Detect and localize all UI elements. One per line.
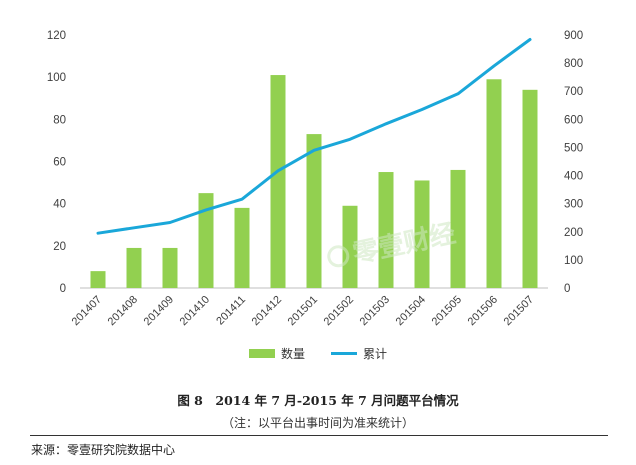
left-axis-tick: 120 bbox=[47, 30, 66, 42]
right-axis-tick: 500 bbox=[564, 142, 583, 154]
combo-chart: 0 20 40 60 80 100 120 0 100 200 300 400 500 600 700 80… bbox=[47, 30, 583, 328]
bar-201507 bbox=[522, 89, 538, 288]
bar-201410 bbox=[198, 193, 214, 288]
x-axis-tick: 201407 bbox=[70, 294, 104, 328]
bar-201501 bbox=[306, 134, 322, 288]
figure-title: 图 8 2014 年 7 月-2015 年 7 月问题平台情况 bbox=[177, 393, 459, 408]
right-axis-tick: 200 bbox=[564, 227, 583, 239]
x-axis-tick: 201410 bbox=[178, 294, 212, 328]
watermark-logo-icon bbox=[325, 242, 352, 269]
bar-201502 bbox=[342, 205, 358, 288]
right-axis-ticks: 0 100 200 300 400 500 600 700 800 900 bbox=[564, 30, 583, 295]
right-axis-tick: 700 bbox=[564, 86, 583, 98]
x-axis-tick: 201505 bbox=[430, 294, 464, 328]
bar-201412 bbox=[270, 75, 286, 288]
x-axis-tick: 201408 bbox=[106, 294, 140, 328]
right-axis-tick: 400 bbox=[564, 171, 583, 183]
cumulative-line bbox=[96, 38, 532, 235]
x-axis-tick: 201501 bbox=[286, 294, 320, 328]
right-axis-tick: 600 bbox=[564, 114, 583, 126]
bar-201506 bbox=[486, 79, 502, 289]
left-axis-tick: 20 bbox=[53, 241, 66, 253]
left-axis-tick: 0 bbox=[60, 283, 66, 295]
bar-201504 bbox=[414, 180, 430, 288]
right-axis-tick: 0 bbox=[564, 283, 570, 295]
left-axis-ticks: 0 20 40 60 80 100 120 bbox=[47, 30, 66, 295]
x-axis-tick: 201411 bbox=[214, 294, 248, 328]
x-axis-tick: 201412 bbox=[250, 294, 284, 328]
left-axis-tick: 40 bbox=[53, 199, 66, 211]
divider bbox=[30, 435, 608, 436]
bar-series bbox=[90, 75, 538, 289]
x-axis-tick: 201507 bbox=[502, 294, 536, 328]
left-axis-tick: 100 bbox=[47, 72, 66, 84]
x-axis-tick: 201504 bbox=[394, 294, 428, 328]
bar-201407 bbox=[90, 271, 106, 288]
line-series bbox=[96, 38, 532, 235]
right-axis-tick: 100 bbox=[564, 255, 583, 267]
figure-note: （注：以平台出事时间为准来统计） bbox=[221, 416, 414, 430]
bar-201505 bbox=[450, 169, 466, 288]
bar-201503 bbox=[378, 172, 394, 288]
left-axis-tick: 80 bbox=[53, 114, 66, 126]
legend-item-line: 累计 bbox=[331, 345, 387, 362]
legend-line-swatch bbox=[331, 352, 357, 355]
left-axis-tick: 60 bbox=[53, 157, 66, 169]
legend-line-label: 累计 bbox=[363, 347, 388, 361]
right-axis-tick: 800 bbox=[564, 58, 583, 70]
x-axis-tick: 201503 bbox=[358, 294, 392, 328]
legend: 数量 累计 bbox=[0, 345, 636, 362]
bar-201409 bbox=[162, 247, 178, 288]
right-axis-tick: 300 bbox=[564, 199, 583, 211]
x-axis-ticks: 201407 201408 201409 201410 201411 201412 2015… bbox=[70, 294, 536, 328]
x-axis-tick: 201502 bbox=[322, 294, 356, 328]
bar-201411 bbox=[234, 207, 250, 288]
bar-201408 bbox=[126, 247, 142, 288]
x-axis-tick: 201409 bbox=[142, 294, 176, 328]
legend-item-bar: 数量 bbox=[248, 345, 305, 362]
source-text: 来源：零壹研究院数据中心 bbox=[31, 443, 176, 457]
x-axis-tick: 201506 bbox=[466, 294, 500, 328]
legend-bar-label: 数量 bbox=[280, 347, 305, 361]
right-axis-tick: 900 bbox=[564, 30, 583, 42]
legend-bar-swatch bbox=[248, 349, 275, 358]
